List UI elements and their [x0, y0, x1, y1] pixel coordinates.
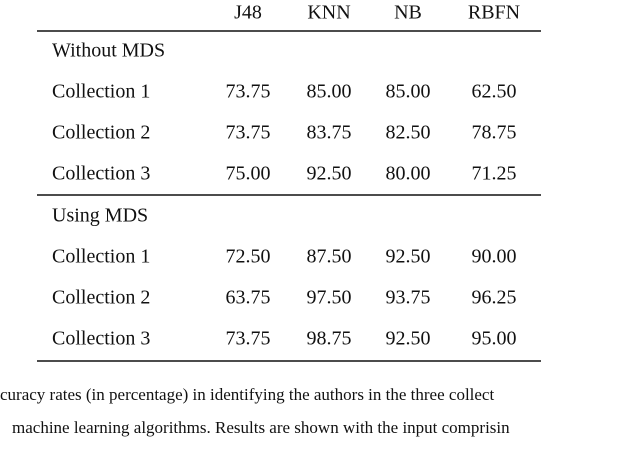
cell: 85.00	[386, 81, 431, 103]
column-header: KNN	[307, 2, 350, 24]
cell: 78.75	[472, 122, 517, 144]
row-label: Collection 2	[52, 122, 150, 144]
cell: 87.50	[307, 246, 352, 268]
cell: 73.75	[226, 81, 271, 103]
row-label: Collection 3	[52, 163, 150, 185]
cell: 63.75	[226, 287, 271, 309]
column-header: J48	[234, 2, 262, 24]
cell: 92.50	[386, 328, 431, 350]
cell: 75.00	[226, 163, 271, 185]
section-title: Without MDS	[52, 40, 165, 62]
caption-line: machine learning algorithms. Results are…	[12, 418, 510, 437]
cell: 97.50	[307, 287, 352, 309]
row-label: Collection 2	[52, 287, 150, 309]
cell: 72.50	[226, 246, 271, 268]
cell: 90.00	[472, 246, 517, 268]
cell: 62.50	[472, 81, 517, 103]
cell: 93.75	[386, 287, 431, 309]
cell: 82.50	[386, 122, 431, 144]
cell: 73.75	[226, 122, 271, 144]
row-label: Collection 1	[52, 246, 150, 268]
cell: 71.25	[472, 163, 517, 185]
column-header: RBFN	[468, 2, 520, 24]
column-header: NB	[394, 2, 422, 24]
cell: 95.00	[472, 328, 517, 350]
cell: 92.50	[386, 246, 431, 268]
cell: 85.00	[307, 81, 352, 103]
cell: 96.25	[472, 287, 517, 309]
cell: 80.00	[386, 163, 431, 185]
cell: 83.75	[307, 122, 352, 144]
caption-line: curacy rates (in percentage) in identify…	[0, 385, 494, 404]
cell: 98.75	[307, 328, 352, 350]
cell: 92.50	[307, 163, 352, 185]
row-label: Collection 1	[52, 81, 150, 103]
cell: 73.75	[226, 328, 271, 350]
row-label: Collection 3	[52, 328, 150, 350]
section-title: Using MDS	[52, 205, 148, 227]
